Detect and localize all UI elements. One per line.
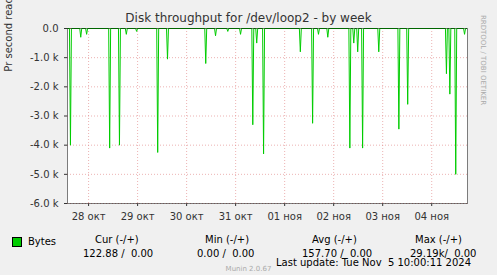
svg-text:04 ноя: 04 ноя <box>414 211 449 222</box>
svg-text:-2.0 k: -2.0 k <box>30 81 59 92</box>
html-text:Bytes: Bytes <box>28 236 57 247</box>
html-text:29.19k/ 0.00: 29.19k/ 0.00 <box>410 248 477 259</box>
svg-text:-6.0 k: -6.0 k <box>30 198 59 209</box>
svg-text:31 окт: 31 окт <box>219 211 253 222</box>
html-text:Max (-/+): Max (-/+) <box>415 234 462 245</box>
html-text:Munin 2.0.67: Munin 2.0.67 <box>225 265 272 273</box>
svg-text:03 ноя: 03 ноя <box>365 211 400 222</box>
svg-text:0.0: 0.0 <box>43 23 59 34</box>
html-text:Cur (-/+): Cur (-/+) <box>95 234 139 245</box>
html-text:Disk throughput for /dev/loop2: Disk throughput for /dev/loop2 - by week <box>125 11 372 25</box>
svg-text:-3.0 k: -3.0 k <box>30 110 59 121</box>
svg-text:30 окт: 30 окт <box>170 211 204 222</box>
html-text:Last update: Tue Nov 5 10:00:1: Last update: Tue Nov 5 10:00:11 2024 <box>276 257 471 268</box>
svg-text:01 ноя: 01 ноя <box>267 211 302 222</box>
html-text:122.88 / 0.00: 122.88 / 0.00 <box>83 248 154 259</box>
html-text:0.00 / 0.00: 0.00 / 0.00 <box>197 248 255 259</box>
html-text:RRDTOOL / TOBI OETIKER: RRDTOOL / TOBI OETIKER <box>479 14 487 106</box>
svg-text:29 окт: 29 окт <box>121 211 155 222</box>
svg-text:-1.0 k: -1.0 k <box>30 52 59 63</box>
svg-text:02 ноя: 02 ноя <box>316 211 351 222</box>
html-text:157.70 / 0.00: 157.70 / 0.00 <box>302 248 373 259</box>
svg-text:-4.0 k: -4.0 k <box>30 139 59 150</box>
html-text:Min (-/+): Min (-/+) <box>205 234 250 245</box>
svg-text:-5.0 k: -5.0 k <box>30 169 59 180</box>
svg-text:28 окт: 28 окт <box>72 211 106 222</box>
html-text:Avg (-/+): Avg (-/+) <box>312 234 357 245</box>
